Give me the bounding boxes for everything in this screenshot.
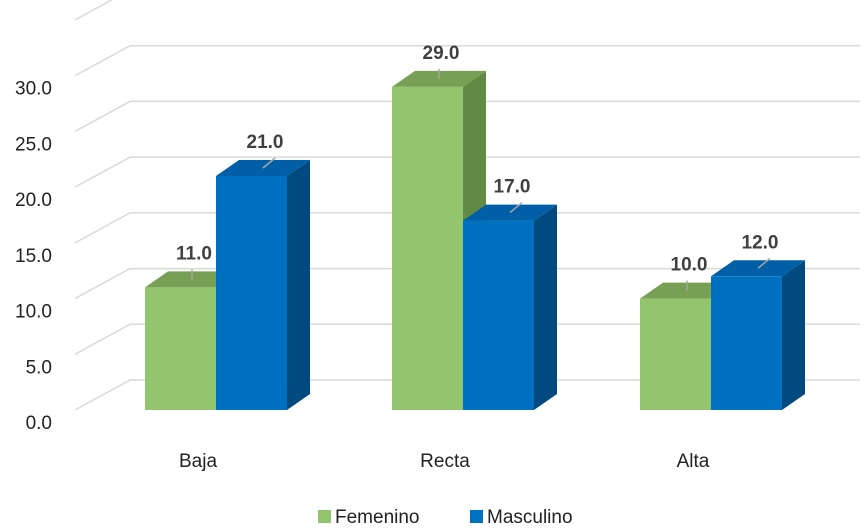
bar xyxy=(463,220,534,410)
bar xyxy=(711,276,782,410)
value-label: 10.0 xyxy=(671,255,708,276)
grid-line xyxy=(74,156,860,188)
bar xyxy=(145,287,216,410)
y-tick-label: 20.0 xyxy=(15,190,52,211)
y-tick-label: 15.0 xyxy=(15,246,52,267)
bar xyxy=(392,86,463,410)
grid-line xyxy=(74,44,860,77)
legend-label: Masculino xyxy=(487,507,573,528)
bar xyxy=(216,176,287,410)
y-tick-label: 10.0 xyxy=(15,302,52,323)
y-tick-label: 0.0 xyxy=(26,413,52,434)
grid-line xyxy=(74,267,860,300)
x-tick-label: Alta xyxy=(677,451,710,472)
bar-side xyxy=(534,204,557,410)
grid-line xyxy=(74,212,860,244)
y-tick-label: 25.0 xyxy=(15,134,52,155)
grid-line xyxy=(74,323,860,355)
x-tick-label: Recta xyxy=(420,451,470,472)
leader-line xyxy=(509,201,523,214)
legend-label: Femenino xyxy=(335,507,420,528)
grid-line xyxy=(74,379,860,411)
leader-line xyxy=(757,257,771,269)
y-tick-label: 30.0 xyxy=(15,79,52,100)
value-label: 12.0 xyxy=(742,232,779,253)
grid-line xyxy=(74,0,114,21)
x-tick-label: Baja xyxy=(179,451,217,472)
grid-line xyxy=(74,100,860,133)
y-tick-label: 5.0 xyxy=(26,357,52,378)
leader-line xyxy=(262,157,276,169)
bar xyxy=(640,298,711,410)
value-label: 29.0 xyxy=(423,43,460,64)
legend-swatch xyxy=(470,510,483,523)
bar-side xyxy=(287,160,310,410)
legend-swatch xyxy=(318,510,331,523)
value-label: 21.0 xyxy=(247,132,284,153)
value-label: 17.0 xyxy=(494,177,531,198)
bar-side xyxy=(782,260,805,410)
value-label: 11.0 xyxy=(176,243,212,264)
